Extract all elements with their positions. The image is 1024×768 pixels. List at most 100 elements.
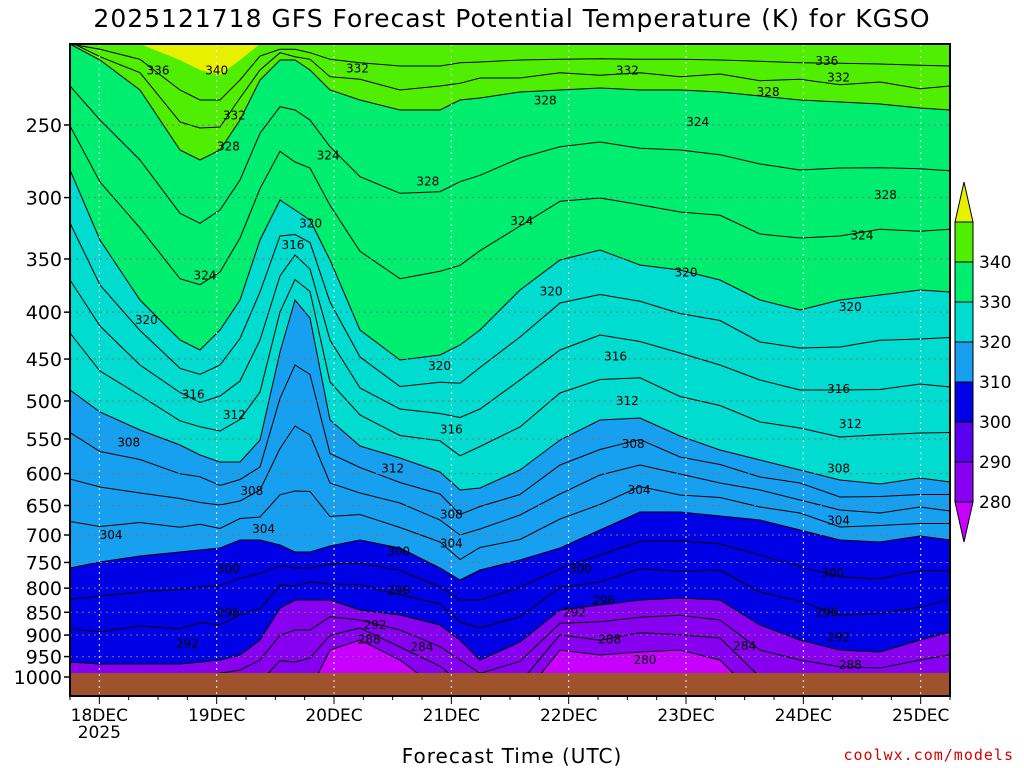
grid-lines: [70, 44, 950, 696]
x-tick-label: 19DEC: [188, 706, 245, 726]
contour-line: [70, 44, 950, 101]
contour-line: [72, 44, 950, 129]
contour-label: 300: [569, 562, 592, 576]
y-tick-label: 700: [26, 525, 62, 547]
contour-label: 312: [381, 461, 404, 475]
x-axis-label: Forecast Time (UTC): [401, 744, 623, 768]
contour-label: 336: [815, 54, 838, 68]
contour-label: 284: [411, 640, 434, 654]
colorbar-min-arrow: [954, 501, 974, 543]
contour-label: 316: [827, 382, 850, 396]
colorbar-tick-label: 310: [979, 373, 1011, 393]
contour-line: [70, 254, 950, 419]
contour-line: [70, 425, 950, 536]
potential-temperature-fill: [70, 44, 950, 696]
contour-label: 320: [839, 300, 862, 314]
contour-label: 288: [598, 632, 621, 646]
contour-label: 328: [217, 140, 240, 154]
contour-line: [70, 511, 950, 581]
contour-line: [70, 298, 950, 491]
colorbar-segment: [954, 341, 974, 383]
contour-label: 324: [317, 149, 340, 163]
y-tick-label: 850: [26, 602, 62, 624]
contour-label: 304: [440, 536, 463, 550]
contour-label: 332: [223, 108, 246, 122]
contour-label: 280: [633, 653, 656, 667]
contour-label: 300: [387, 545, 410, 559]
site-credit[interactable]: coolwx.com/models: [843, 746, 1014, 764]
y-axis: 2503003504004505005506006507007508008509…: [14, 115, 70, 689]
contour-label: 320: [428, 359, 451, 373]
contour-label: 324: [193, 269, 216, 283]
y-tick-label: 950: [26, 647, 62, 669]
contour-label: 328: [874, 188, 897, 202]
contour-label: 300: [821, 566, 844, 580]
contour-label: 288: [839, 658, 862, 672]
contour-label: 328: [534, 93, 557, 107]
colorbar-tick-label: 280: [979, 493, 1011, 513]
contour-label: 300: [217, 562, 240, 576]
contour-label: 312: [223, 408, 246, 422]
y-tick-label: 1000: [14, 667, 62, 689]
y-tick-label: 900: [26, 625, 62, 647]
contour-label: 332: [616, 63, 639, 77]
x-tick-label: 24DEC: [775, 706, 832, 726]
colorbar-tick-label: 300: [979, 413, 1011, 433]
x-tick-label: 22DEC: [540, 706, 597, 726]
y-tick-label: 400: [26, 302, 62, 324]
contour-line: [70, 125, 950, 286]
contour-label: 312: [616, 394, 639, 408]
contour-label: 304: [827, 513, 850, 527]
y-tick-label: 450: [26, 349, 62, 371]
contour-line: [70, 364, 950, 516]
contour-label: 336: [147, 63, 170, 77]
x-axis: 18DEC 19DEC 20DEC 21DEC 22DEC 23DEC 24DEC 25DEC…: [69, 696, 951, 743]
contour-label: 296: [815, 605, 838, 619]
contour-label: 320: [299, 216, 322, 230]
contour-label: 292: [827, 630, 850, 644]
y-tick-label: 550: [26, 429, 62, 451]
contour-label: 316: [182, 388, 205, 402]
y-tick-label: 300: [26, 188, 62, 210]
contour-line: [70, 85, 950, 224]
contour-line: [70, 540, 950, 601]
contour-label: 320: [675, 265, 698, 279]
colorbar-tick-label: 340: [979, 253, 1011, 273]
colorbar-tick-label: 320: [979, 333, 1011, 353]
contour-label: 332: [346, 62, 369, 76]
colorbar-tick-label: 330: [979, 293, 1011, 313]
y-tick-label: 250: [26, 115, 62, 137]
colorbar: 280 290 300 310 320 330 340: [954, 181, 1011, 543]
x-tick-label: 25DEC: [892, 706, 949, 726]
contour-label: 292: [563, 605, 586, 619]
colorbar-segment: [954, 421, 974, 463]
contour-label: 304: [252, 522, 275, 536]
contour-label: 312: [839, 417, 862, 431]
contour-label: 308: [827, 461, 850, 475]
contour-label: 288: [358, 632, 381, 646]
colorbar-segment: [954, 381, 974, 423]
y-tick-label: 350: [26, 249, 62, 271]
contour-label: 292: [364, 618, 387, 632]
contour-label: 304: [100, 528, 123, 542]
contour-line: [70, 222, 950, 388]
colorbar-segment: [954, 221, 974, 263]
contour-label: 296: [592, 593, 615, 607]
colorbar-segment: [954, 301, 974, 343]
contour-label: 324: [686, 115, 709, 129]
contour-label: 308: [117, 436, 140, 450]
colorbar-segment: [954, 261, 974, 303]
x-tick-label: 23DEC: [657, 706, 714, 726]
contour-label: 308: [440, 508, 463, 522]
contour-label: 316: [281, 238, 304, 252]
y-tick-label: 600: [26, 464, 62, 486]
y-tick-label: 650: [26, 495, 62, 517]
contour-line: [70, 169, 950, 361]
contour-label: 316: [440, 422, 463, 436]
contour-label: 340: [205, 63, 228, 77]
contour-label: 328: [757, 85, 780, 99]
contour-label: 296: [387, 584, 410, 598]
contour-label: 308: [622, 437, 645, 451]
x-tick-label: 20DEC: [305, 706, 362, 726]
